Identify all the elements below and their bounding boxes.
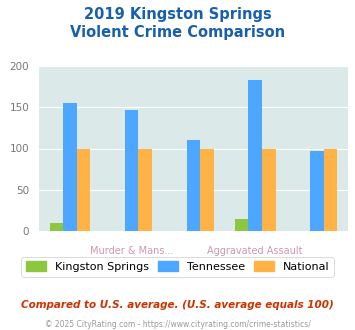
Text: Rape: Rape — [305, 261, 329, 271]
Bar — [138, 148, 152, 231]
Bar — [310, 151, 324, 231]
Text: 2019 Kingston Springs
Violent Crime Comparison: 2019 Kingston Springs Violent Crime Comp… — [70, 7, 285, 40]
Text: All Violent Crime: All Violent Crime — [29, 261, 110, 271]
Bar — [63, 103, 77, 231]
Text: Robbery: Robbery — [173, 261, 214, 271]
Bar — [200, 148, 214, 231]
Bar — [187, 140, 200, 231]
Legend: Kingston Springs, Tennessee, National: Kingston Springs, Tennessee, National — [21, 257, 334, 277]
Bar — [125, 110, 138, 231]
Bar — [262, 148, 275, 231]
Bar — [248, 80, 262, 231]
Bar — [77, 148, 90, 231]
Text: © 2025 CityRating.com - https://www.cityrating.com/crime-statistics/: © 2025 CityRating.com - https://www.city… — [45, 319, 310, 329]
Text: Aggravated Assault: Aggravated Assault — [207, 246, 303, 256]
Text: Murder & Mans...: Murder & Mans... — [90, 246, 174, 256]
Text: Compared to U.S. average. (U.S. average equals 100): Compared to U.S. average. (U.S. average … — [21, 300, 334, 310]
Bar — [50, 223, 63, 231]
Bar — [324, 148, 337, 231]
Bar — [235, 218, 248, 231]
